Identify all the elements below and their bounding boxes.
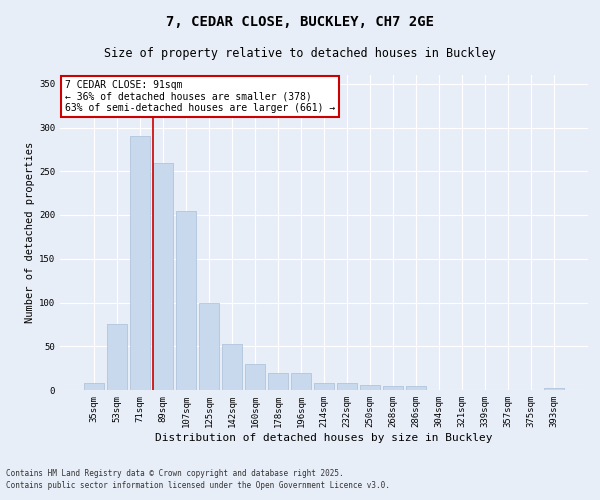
Bar xyxy=(406,386,426,390)
Text: Contains HM Land Registry data © Crown copyright and database right 2025.: Contains HM Land Registry data © Crown c… xyxy=(6,468,344,477)
Bar xyxy=(222,344,242,390)
Bar xyxy=(360,385,380,390)
Bar xyxy=(84,383,104,390)
Y-axis label: Number of detached properties: Number of detached properties xyxy=(25,142,35,323)
Bar xyxy=(544,388,564,390)
Bar xyxy=(130,136,149,390)
Text: 7, CEDAR CLOSE, BUCKLEY, CH7 2GE: 7, CEDAR CLOSE, BUCKLEY, CH7 2GE xyxy=(166,15,434,29)
Bar xyxy=(245,364,265,390)
Bar xyxy=(107,324,127,390)
X-axis label: Distribution of detached houses by size in Buckley: Distribution of detached houses by size … xyxy=(155,432,493,442)
Bar xyxy=(176,210,196,390)
Bar xyxy=(314,383,334,390)
Bar xyxy=(268,372,288,390)
Bar xyxy=(383,386,403,390)
Text: Size of property relative to detached houses in Buckley: Size of property relative to detached ho… xyxy=(104,48,496,60)
Bar xyxy=(199,302,218,390)
Bar xyxy=(153,162,173,390)
Bar xyxy=(337,383,357,390)
Bar xyxy=(291,372,311,390)
Text: Contains public sector information licensed under the Open Government Licence v3: Contains public sector information licen… xyxy=(6,481,390,490)
Text: 7 CEDAR CLOSE: 91sqm
← 36% of detached houses are smaller (378)
63% of semi-deta: 7 CEDAR CLOSE: 91sqm ← 36% of detached h… xyxy=(65,80,335,113)
